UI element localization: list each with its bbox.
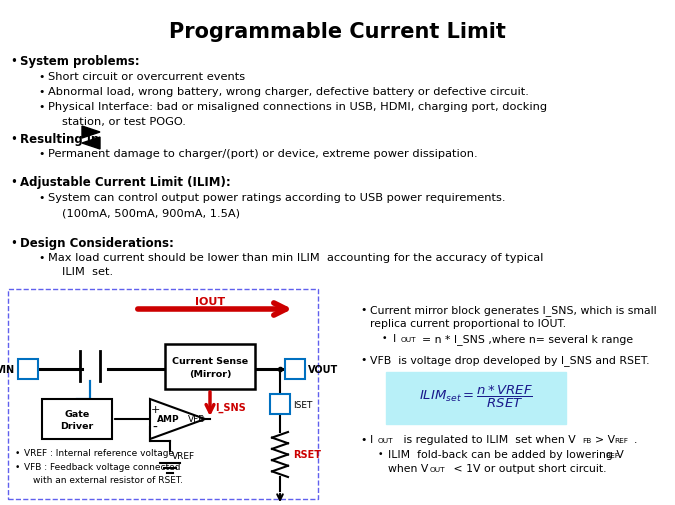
Text: OUT: OUT: [378, 437, 394, 443]
Bar: [270, 394, 290, 414]
Text: I_SNS: I_SNS: [215, 402, 246, 412]
Text: Max load current should be lower than min ILIM  accounting for the accuracy of t: Max load current should be lower than mi…: [48, 252, 543, 263]
Text: Current mirror block generates I_SNS, which is small: Current mirror block generates I_SNS, wh…: [370, 305, 657, 315]
Text: •: •: [10, 133, 17, 146]
Text: •: •: [38, 252, 45, 263]
Text: System can control output power ratings according to USB power requirements.: System can control output power ratings …: [48, 192, 506, 203]
Text: +: +: [151, 404, 160, 414]
Text: Resulting in: Resulting in: [20, 133, 99, 146]
Text: Permanent damage to charger/(port) or device, extreme power dissipation.: Permanent damage to charger/(port) or de…: [48, 148, 478, 159]
Text: $ILIM_{set} = \dfrac{n * VREF}{RSET}$: $ILIM_{set} = \dfrac{n * VREF}{RSET}$: [419, 383, 533, 409]
Text: .: .: [634, 434, 637, 444]
Text: Gate: Gate: [64, 410, 90, 419]
Text: •: •: [38, 192, 45, 203]
Text: = n * I_SNS ,where n= several k range: = n * I_SNS ,where n= several k range: [422, 333, 633, 344]
Text: Short circuit or overcurrent events: Short circuit or overcurrent events: [48, 72, 245, 82]
Text: -: -: [153, 420, 157, 434]
Text: when V: when V: [388, 463, 429, 473]
Text: Adjustable Current Limit (ILIM):: Adjustable Current Limit (ILIM):: [20, 176, 231, 189]
Text: •: •: [10, 55, 17, 68]
Text: •: •: [10, 176, 17, 189]
Text: VOUT: VOUT: [308, 364, 338, 374]
Text: FB: FB: [582, 437, 591, 443]
Bar: [42, 399, 112, 439]
Text: ISET: ISET: [293, 400, 313, 409]
Text: Design Considerations:: Design Considerations:: [20, 236, 174, 249]
Text: •: •: [38, 148, 45, 159]
Text: •: •: [382, 333, 387, 342]
Text: ILIM  fold-back can be added by lowering V: ILIM fold-back can be added by lowering …: [388, 449, 624, 459]
Text: VFB: VFB: [188, 415, 205, 424]
Text: VREF : Internal reference voltage: VREF : Internal reference voltage: [24, 448, 174, 457]
Text: I: I: [393, 333, 396, 343]
Text: REF: REF: [614, 437, 628, 443]
Text: < 1V or output short circuit.: < 1V or output short circuit.: [450, 463, 607, 473]
Text: VREF: VREF: [172, 451, 195, 460]
Text: VFB  is voltage drop developed by I_SNS and RSET.: VFB is voltage drop developed by I_SNS a…: [370, 355, 649, 365]
Text: ILIM  set.: ILIM set.: [62, 267, 113, 276]
Bar: [165, 344, 255, 389]
Bar: [8, 289, 318, 499]
Text: OUT: OUT: [430, 466, 446, 472]
Polygon shape: [82, 138, 100, 149]
Text: Current Sense: Current Sense: [172, 357, 248, 366]
Text: (100mA, 500mA, 900mA, 1.5A): (100mA, 500mA, 900mA, 1.5A): [62, 208, 240, 218]
Polygon shape: [82, 127, 100, 139]
Bar: [386, 372, 566, 424]
Text: •: •: [38, 72, 45, 82]
Text: Abnormal load, wrong battery, wrong charger, defective battery or defective circ: Abnormal load, wrong battery, wrong char…: [48, 87, 529, 97]
Text: REF: REF: [605, 452, 619, 458]
Text: (Mirror): (Mirror): [189, 369, 232, 378]
Text: Physical Interface: bad or misaligned connections in USB, HDMI, charging port, d: Physical Interface: bad or misaligned co…: [48, 102, 547, 112]
Text: •: •: [15, 462, 20, 471]
Text: •: •: [15, 448, 20, 457]
Text: •: •: [10, 236, 17, 249]
Text: RSET: RSET: [293, 449, 321, 460]
Text: IOUT: IOUT: [195, 296, 225, 307]
Text: I: I: [370, 434, 373, 444]
Bar: [285, 359, 305, 379]
Text: OUT: OUT: [401, 336, 416, 342]
Text: VIN: VIN: [0, 364, 15, 374]
Text: •: •: [38, 87, 45, 97]
Text: is regulated to ILIM  set when V: is regulated to ILIM set when V: [400, 434, 576, 444]
Text: System problems:: System problems:: [20, 55, 140, 68]
Text: •: •: [360, 355, 367, 364]
Text: Programmable Current Limit: Programmable Current Limit: [169, 22, 506, 42]
Text: •: •: [360, 305, 367, 315]
Text: •: •: [378, 449, 383, 458]
Polygon shape: [150, 399, 205, 439]
Text: •: •: [360, 434, 367, 444]
Bar: [18, 359, 38, 379]
Text: replica current proportional to IOUT.: replica current proportional to IOUT.: [370, 318, 566, 328]
Text: VFB : Feedback voltage connected: VFB : Feedback voltage connected: [24, 462, 180, 471]
Text: > V: > V: [595, 434, 615, 444]
Text: with an external resistor of RSET.: with an external resistor of RSET.: [33, 475, 183, 484]
Text: •: •: [38, 102, 45, 112]
Text: station, or test POGO.: station, or test POGO.: [62, 117, 186, 127]
Text: AMP: AMP: [157, 415, 180, 424]
Text: Driver: Driver: [60, 422, 94, 431]
